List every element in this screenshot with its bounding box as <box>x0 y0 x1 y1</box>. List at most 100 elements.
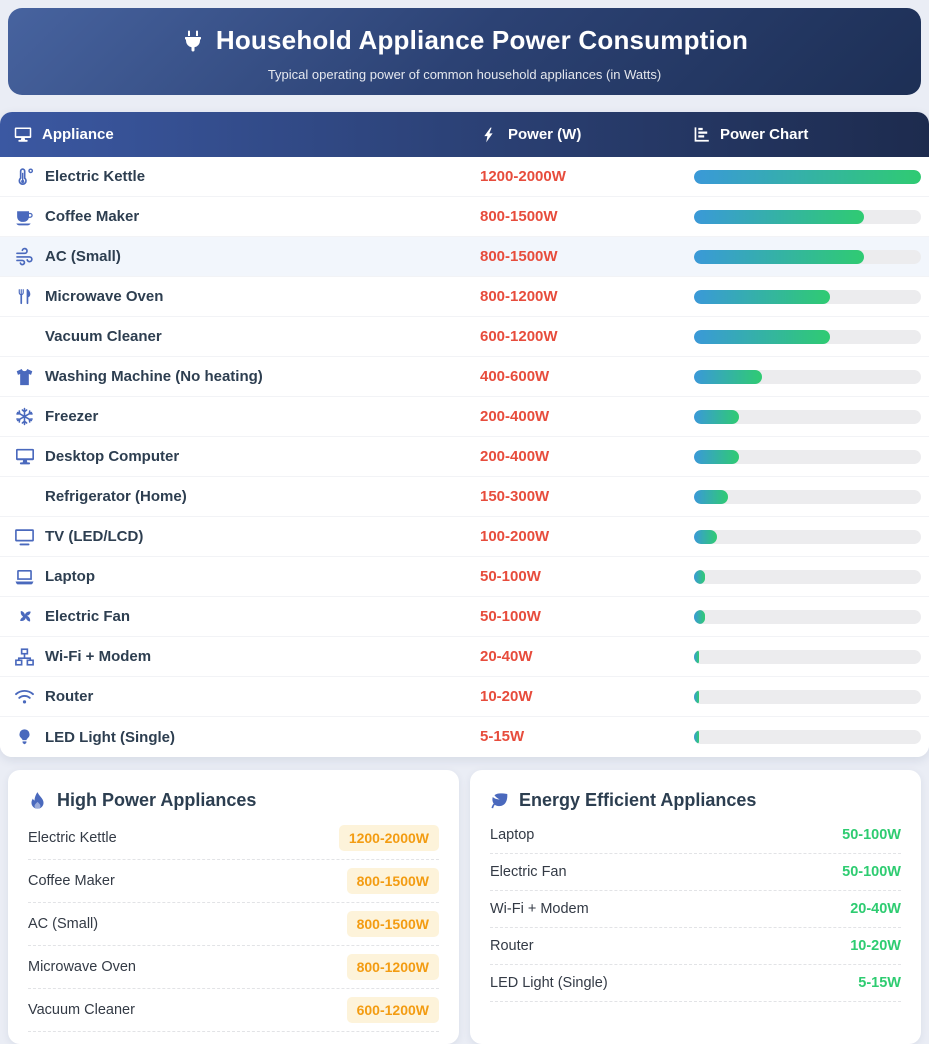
table-body: Electric Kettle 1200-2000W Coffee Maker 800… <box>0 157 929 757</box>
utensils-icon <box>14 287 35 306</box>
column-label: Power Chart <box>720 126 809 143</box>
table-row[interactable]: Electric Kettle 1200-2000W <box>0 157 929 197</box>
power-chart-cell <box>692 529 921 544</box>
energy-efficient-card-title: Energy Efficient Appliances <box>490 790 901 811</box>
item-name: Wi-Fi + Modem <box>490 901 589 917</box>
table-row[interactable]: LED Light (Single) 5-15W <box>0 717 929 757</box>
power-chart-cell <box>692 249 921 264</box>
list-item: Coffee Maker 800-1500W <box>28 860 439 903</box>
table-row[interactable]: Coffee Maker 800-1500W <box>0 197 929 237</box>
table-row[interactable]: AC (Small) 800-1500W <box>0 237 929 277</box>
item-value: 10-20W <box>850 938 901 954</box>
power-bar-fill <box>694 569 706 584</box>
table-row[interactable]: TV (LED/LCD) 100-200W <box>0 517 929 557</box>
table-row[interactable]: Microwave Oven 800-1200W <box>0 277 929 317</box>
table-row[interactable]: Electric Fan 50-100W <box>0 597 929 637</box>
power-bar-fill <box>694 649 699 664</box>
blank-icon <box>14 487 35 506</box>
table-row[interactable]: Washing Machine (No heating) 400-600W <box>0 357 929 397</box>
power-value: 200-400W <box>480 447 550 465</box>
power-bar-track <box>694 569 921 584</box>
laptop-icon <box>14 567 35 586</box>
power-value: 5-15W <box>480 728 525 745</box>
fan-icon <box>14 607 35 626</box>
power-chart-cell <box>692 169 921 184</box>
appliance-name: Electric Kettle <box>45 168 146 185</box>
item-name: Microwave Oven <box>28 959 136 975</box>
power-table: Appliance Power (W) Power Chart Electric… <box>0 112 929 757</box>
item-name: Router <box>490 938 534 954</box>
power-value: 10-20W <box>480 687 533 705</box>
power-value: 600-1200W <box>480 327 558 345</box>
bolt-icon <box>480 126 498 144</box>
power-value: 1200-2000W <box>480 167 566 185</box>
power-value: 200-400W <box>480 407 550 425</box>
power-chart-cell <box>692 369 921 384</box>
power-bar-fill <box>694 489 729 504</box>
appliance-cell: Refrigerator (Home) <box>14 487 480 506</box>
power-bar-track <box>694 730 921 744</box>
power-bar-track <box>694 369 921 384</box>
power-value: 800-1200W <box>480 287 558 305</box>
column-header-power-chart: Power Chart <box>692 126 921 144</box>
power-bar-fill <box>694 449 740 464</box>
power-chart-cell <box>692 730 921 744</box>
appliance-name: TV (LED/LCD) <box>45 528 144 545</box>
appliance-name: AC (Small) <box>45 248 121 265</box>
item-name: Laptop <box>490 827 535 843</box>
wifi-icon <box>14 687 35 706</box>
card-title-text: High Power Appliances <box>57 790 257 810</box>
table-row[interactable]: Freezer 200-400W <box>0 397 929 437</box>
power-bar-fill <box>694 249 865 264</box>
table-row[interactable]: Wi-Fi + Modem 20-40W <box>0 637 929 677</box>
power-bar-fill <box>694 169 921 184</box>
list-item: Laptop 50-100W <box>490 817 901 854</box>
power-chart-cell <box>692 689 921 704</box>
list-item: Microwave Oven 800-1200W <box>28 946 439 989</box>
appliance-cell: TV (LED/LCD) <box>14 527 480 546</box>
table-row[interactable]: Router 10-20W <box>0 677 929 717</box>
power-bar-track <box>694 209 921 224</box>
power-bar-fill <box>694 529 717 544</box>
power-bar-fill <box>694 369 763 384</box>
page-subtitle: Typical operating power of common househ… <box>267 67 662 82</box>
appliance-name: Coffee Maker <box>45 208 140 225</box>
power-value: 400-600W <box>480 367 550 385</box>
list-item: LED Light (Single) 5-15W <box>490 965 901 1002</box>
power-bar-track <box>694 529 921 544</box>
appliance-cell: Electric Fan <box>14 607 480 626</box>
item-name: Electric Fan <box>490 864 567 880</box>
appliance-name: Wi-Fi + Modem <box>45 648 152 665</box>
appliance-name: Microwave Oven <box>45 288 164 305</box>
power-value: 150-300W <box>480 487 550 505</box>
chart-bar-icon <box>692 126 710 144</box>
energy-efficient-card: Energy Efficient Appliances Laptop 50-100… <box>470 770 921 1044</box>
power-cell: 50-100W <box>480 568 692 586</box>
power-bar-track <box>694 649 921 664</box>
list-item: Electric Kettle 1200-2000W <box>28 817 439 860</box>
table-row[interactable]: Desktop Computer 200-400W <box>0 437 929 477</box>
appliance-cell: Washing Machine (No heating) <box>14 367 480 386</box>
appliance-name: Electric Fan <box>45 608 131 625</box>
power-chart-cell <box>692 569 921 584</box>
coffee-icon <box>14 207 35 226</box>
power-value: 100-200W <box>480 527 550 545</box>
power-cell: 200-400W <box>480 408 692 426</box>
power-cell: 150-300W <box>480 488 692 506</box>
appliance-name: Vacuum Cleaner <box>45 328 162 345</box>
power-cell: 400-600W <box>480 368 692 386</box>
power-cell: 800-1500W <box>480 208 692 226</box>
table-row[interactable]: Refrigerator (Home) 150-300W <box>0 477 929 517</box>
power-cell: 5-15W <box>480 728 692 746</box>
appliance-name: Router <box>45 688 94 705</box>
power-bar-track <box>694 329 921 344</box>
item-value: 50-100W <box>842 827 901 843</box>
blank-icon <box>14 327 35 346</box>
table-row[interactable]: Vacuum Cleaner 600-1200W <box>0 317 929 357</box>
power-cell: 800-1200W <box>480 288 692 306</box>
power-chart-cell <box>692 329 921 344</box>
power-chart-cell <box>692 489 921 504</box>
table-header-row: Appliance Power (W) Power Chart <box>0 112 929 157</box>
table-row[interactable]: Laptop 50-100W <box>0 557 929 597</box>
appliance-name: Desktop Computer <box>45 448 180 465</box>
